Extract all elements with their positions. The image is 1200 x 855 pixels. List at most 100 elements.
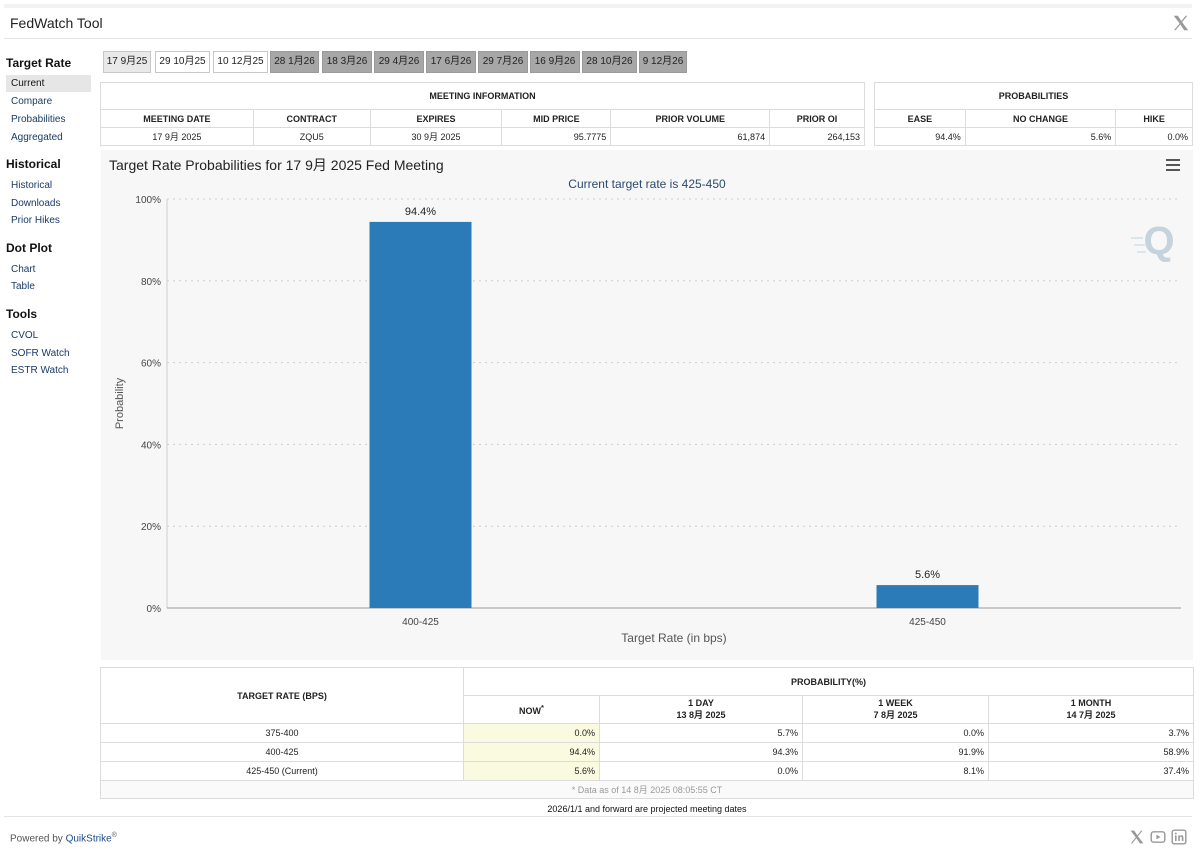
col-date: 13 8月 2025	[676, 710, 726, 720]
sidebar-item-sofr-watch[interactable]: SOFR Watch	[11, 348, 70, 359]
data-label: 94.4%	[405, 206, 436, 218]
sidebar-item-chart[interactable]: Chart	[11, 264, 36, 275]
tab-meeting[interactable]: 29 7月26	[478, 51, 528, 73]
powered-by-prefix: Powered by	[10, 833, 66, 845]
y-tick-label: 100%	[135, 195, 161, 206]
youtube-icon[interactable]	[1150, 829, 1166, 845]
y-tick-label: 80%	[141, 277, 161, 288]
x-tick-label: 400-425	[402, 617, 439, 628]
now-footnote-mark: *	[541, 703, 544, 712]
mid-price-value: 95.7775	[501, 127, 612, 146]
col-label: 1 MONTH	[1070, 698, 1112, 708]
value-cell: 8.1%	[802, 761, 989, 781]
value-cell: 5.7%	[599, 723, 803, 743]
tab-meeting[interactable]: 16 9月26	[530, 51, 580, 73]
value-cell: 3.7%	[988, 723, 1194, 743]
sidebar-item-probabilities[interactable]: Probabilities	[11, 114, 66, 125]
top-band	[4, 4, 1192, 8]
tab-meeting[interactable]: 17 9月25	[103, 51, 151, 73]
powered-by: Powered by QuikStrike®	[10, 832, 117, 844]
tab-meeting[interactable]: 29 10月25	[155, 51, 210, 73]
projected-note: 2026/1/1 and forward are projected meeti…	[547, 804, 747, 814]
value-cell: 58.9%	[988, 742, 1194, 762]
sidebar-section-target-rate: Target Rate	[6, 56, 72, 70]
probabilities-caption: PROBABILITIES	[874, 82, 1193, 110]
chart-title: Target Rate Probabilities for 17 9月 2025…	[109, 157, 444, 173]
sidebar-section-tools: Tools	[6, 307, 38, 321]
sidebar-item-table[interactable]: Table	[11, 281, 35, 292]
column-header-1-day: 1 DAY 13 8月 2025	[599, 695, 803, 724]
chart-panel: Target Rate Probabilities for 17 9月 2025…	[101, 150, 1193, 660]
column-header: HIKE	[1115, 109, 1193, 128]
hamburger-menu-icon[interactable]	[1166, 159, 1180, 171]
x-axis-title: Target Rate (in bps)	[621, 631, 726, 645]
sidebar-item-aggregated[interactable]: Aggregated	[11, 132, 63, 143]
rate-cell: 400-425	[100, 742, 464, 762]
tab-meeting[interactable]: 28 1月26	[270, 51, 319, 73]
column-header-1-week: 1 WEEK 7 8月 2025	[802, 695, 989, 724]
col-label: 1 DAY	[688, 698, 714, 708]
bar	[876, 585, 979, 608]
bottom-divider	[4, 816, 1192, 817]
y-tick-label: 40%	[141, 440, 161, 451]
meeting-info-caption: MEETING INFORMATION	[100, 82, 865, 110]
prior-volume-value: 61,874	[610, 127, 771, 146]
tab-meeting[interactable]: 9 12月26	[639, 51, 687, 73]
sidebar-item-historical[interactable]: Historical	[11, 180, 53, 191]
linkedin-icon[interactable]	[1171, 829, 1187, 845]
sidebar-item-downloads[interactable]: Downloads	[11, 198, 61, 209]
value-cell: 0.0%	[802, 723, 989, 743]
table-row: 400-425 94.4% 94.3% 91.9% 58.9%	[100, 742, 1194, 762]
tab-meeting[interactable]: 18 3月26	[322, 51, 372, 73]
value-cell: 94.3%	[599, 742, 803, 762]
top-divider	[4, 38, 1192, 39]
probability-header: PROBABILITY(%)	[463, 667, 1194, 696]
column-header: PRIOR OI	[769, 109, 865, 128]
ease-value: 94.4%	[874, 127, 966, 146]
bar-chart: Q 0% 20% 40% 60% 80% 100% 94.4% 400-425 5.6% 425-…	[114, 195, 1181, 645]
sidebar-item-prior-hikes[interactable]: Prior Hikes	[11, 215, 60, 226]
y-tick-label: 60%	[141, 359, 161, 370]
sidebar-item-estr-watch[interactable]: ESTR Watch	[11, 365, 69, 376]
y-axis-title: Probability	[114, 377, 126, 429]
y-tick-label: 20%	[141, 522, 161, 533]
x-logo-icon[interactable]	[1172, 14, 1190, 32]
rate-cell: 425-450 (Current)	[100, 761, 464, 781]
tab-meeting[interactable]: 29 4月26	[374, 51, 424, 73]
quikstrike-q-icon: Q	[1131, 219, 1175, 263]
x-tick-label: 425-450	[909, 617, 946, 628]
column-header: NO CHANGE	[964, 109, 1117, 128]
contract-value: ZQU5	[252, 127, 371, 146]
y-tick-label: 0%	[147, 604, 162, 615]
tab-meeting[interactable]: 10 12月25	[213, 51, 268, 73]
column-header-now: NOW*	[463, 695, 600, 724]
sidebar-section-historical: Historical	[6, 157, 61, 171]
prior-oi-value: 264,153	[769, 127, 865, 146]
table-row: 375-400 0.0% 5.7% 0.0% 3.7%	[100, 723, 1194, 743]
probabilities-table: PROBABILITIES EASE NO CHANGE HIKE 94.4% …	[874, 82, 1193, 146]
value-cell: 91.9%	[802, 742, 989, 762]
column-header: CONTRACT	[252, 109, 371, 128]
tab-meeting[interactable]: 17 6月26	[426, 51, 476, 73]
sidebar-section-dot-plot: Dot Plot	[6, 241, 52, 255]
now-label: NOW	[519, 706, 542, 716]
sidebar-item-compare[interactable]: Compare	[11, 96, 53, 107]
column-header: EASE	[874, 109, 966, 128]
column-header: EXPIRES	[369, 109, 503, 128]
column-header: PRIOR VOLUME	[610, 109, 771, 128]
quikstrike-link[interactable]: QuikStrike	[65, 833, 112, 845]
app-title: FedWatch Tool	[10, 15, 103, 31]
col-label: 1 WEEK	[878, 698, 913, 708]
registered-mark: ®	[111, 832, 117, 839]
target-rate-header: TARGET RATE (BPS)	[100, 667, 464, 724]
sidebar-item-current[interactable]: Current	[6, 75, 91, 92]
tab-meeting[interactable]: 28 10月26	[582, 51, 637, 73]
no-change-value: 5.6%	[964, 127, 1117, 146]
column-header: MEETING DATE	[100, 109, 254, 128]
hike-value: 0.0%	[1115, 127, 1193, 146]
meeting-info-table: MEETING INFORMATION MEETING DATE CONTRAC…	[100, 82, 865, 146]
x-logo-icon[interactable]	[1129, 829, 1145, 845]
expires-value: 30 9月 2025	[369, 127, 503, 146]
table-row: 425-450 (Current) 5.6% 0.0% 8.1% 37.4%	[100, 761, 1194, 781]
sidebar-item-cvol[interactable]: CVOL	[11, 330, 39, 341]
